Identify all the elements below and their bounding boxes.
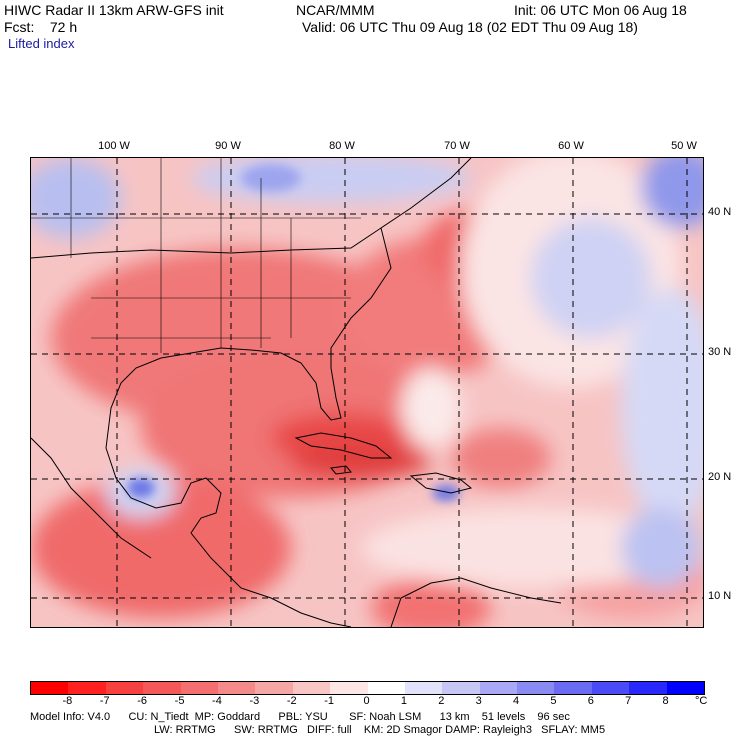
lon-label-70w: 70 W xyxy=(444,140,470,152)
political-boundaries xyxy=(31,158,361,353)
legend-swatch xyxy=(217,682,256,694)
legend-tick-label: 4 xyxy=(512,695,520,707)
lon-label-80w: 80 W xyxy=(329,140,355,152)
legend-swatch xyxy=(367,682,405,694)
legend-swatch xyxy=(517,682,555,694)
legend-swatch xyxy=(666,682,705,694)
legend-tick-label: -7 xyxy=(99,695,110,707)
hispaniola-outline xyxy=(409,472,473,494)
lat-label-10n: 10 N xyxy=(708,590,732,602)
legend-tick-label: 6 xyxy=(587,695,594,707)
lat-lon-grid xyxy=(31,158,703,627)
lon-label-50w: 50 W xyxy=(671,140,697,152)
legend-swatch xyxy=(143,682,181,694)
lon-label-90w: 90 W xyxy=(215,140,241,152)
legend-tick-label: 2 xyxy=(438,695,445,707)
legend-tick-label: 7 xyxy=(625,695,632,707)
model-info-line1: Model Info: V4.0 CU: N_Tiedt MP: Goddard… xyxy=(30,711,570,723)
cuba-outline xyxy=(294,432,393,459)
lat-label-30n: 30 N xyxy=(708,346,732,358)
init-time: Init: 06 UTC Mon 06 Aug 18 xyxy=(514,2,687,18)
legend-swatch xyxy=(554,682,592,694)
us-border-north xyxy=(31,158,472,259)
legend-swatch xyxy=(292,682,331,694)
map-canvas xyxy=(31,158,703,627)
variable-name: Lifted index xyxy=(8,36,75,51)
mexico-west-coast xyxy=(31,437,152,559)
lat-label-20n: 20 N xyxy=(708,471,732,483)
lifted-index-field xyxy=(31,158,703,627)
legend-tick-label: -8 xyxy=(62,695,73,707)
organization-label: NCAR/MMM xyxy=(296,2,375,18)
legend-swatch xyxy=(105,682,144,694)
legend-tick-label: -4 xyxy=(212,695,222,707)
legend-tick-label: 5 xyxy=(550,695,557,707)
legend-tick-label: 3 xyxy=(475,695,482,707)
legend-swatch xyxy=(404,682,443,694)
model-info-line2: LW: RRTMG SW: RRTMG DIFF: full KM: 2D Sm… xyxy=(154,724,606,736)
legend-tick-label: 8 xyxy=(662,695,669,707)
jamaica-outline xyxy=(330,465,352,475)
coastlines xyxy=(31,158,562,627)
legend-swatch xyxy=(255,682,293,694)
legend-swatch xyxy=(68,682,106,694)
legend-tick-label: -5 xyxy=(174,695,185,707)
legend-swatch xyxy=(442,682,480,694)
legend-swatch xyxy=(31,682,69,694)
legend-swatch xyxy=(479,682,518,694)
legend-tick-label: 1 xyxy=(400,695,407,707)
legend-tick-label: -2 xyxy=(286,695,297,707)
gulf-coast xyxy=(105,227,392,627)
lat-label-40n: 40 N xyxy=(708,206,732,218)
legend-swatch xyxy=(180,682,218,694)
legend-tick-label: -1 xyxy=(324,695,334,707)
lon-label-60w: 60 W xyxy=(558,140,584,152)
legend-tick-label: 0 xyxy=(363,695,370,707)
legend-swatch xyxy=(591,682,630,694)
legend-swatch xyxy=(629,682,667,694)
lifted-index-map xyxy=(30,157,704,628)
legend-tick-label: -3 xyxy=(249,695,260,707)
unit-label: °C xyxy=(695,695,708,707)
legend-tick-label: -6 xyxy=(137,695,148,707)
legend-swatch xyxy=(330,682,368,694)
valid-time: Valid: 06 UTC Thu 09 Aug 18 (02 EDT Thu … xyxy=(302,19,638,35)
forecast-hour: Fcst: 72 h xyxy=(4,19,78,35)
color-scale-bar xyxy=(30,681,705,695)
model-title: HIWC Radar II 13km ARW-GFS init xyxy=(4,2,224,18)
lon-label-100w: 100 W xyxy=(98,140,130,152)
